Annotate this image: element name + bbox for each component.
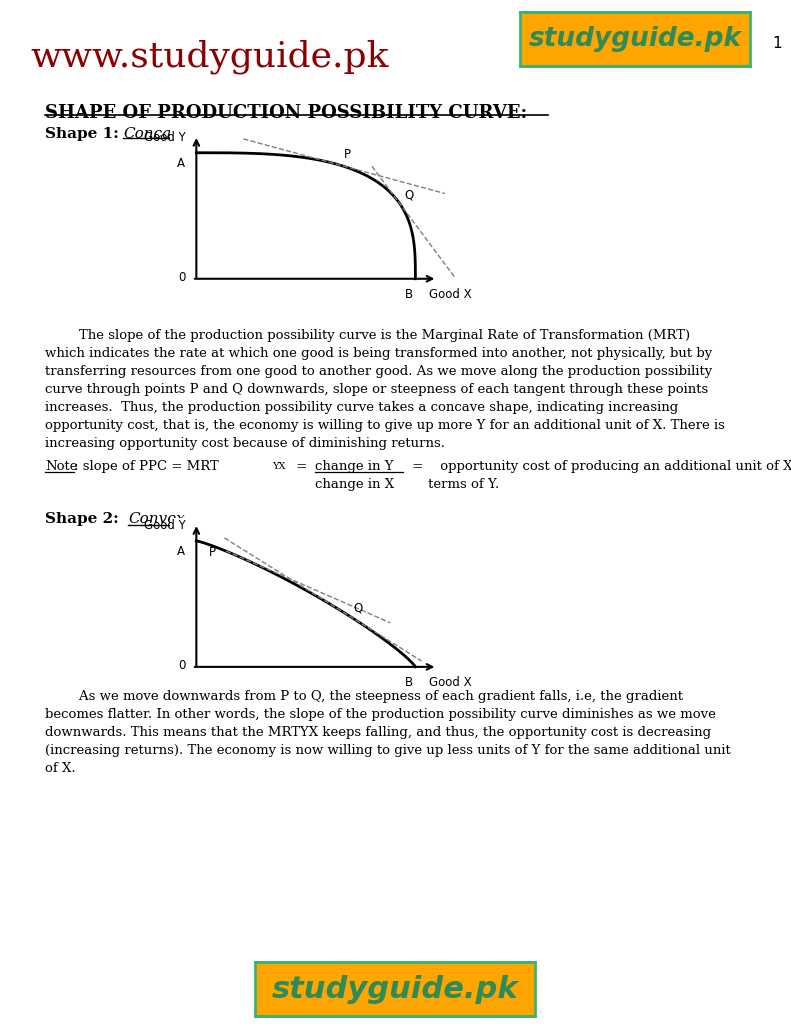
Text: Q: Q	[405, 189, 414, 202]
Bar	[520, 12, 750, 66]
Text: opportunity cost, that is, the economy is willing to give up more Y for an addit: opportunity cost, that is, the economy i…	[45, 419, 725, 432]
Text: transferring resources from one good to another good. As we move along the produ: transferring resources from one good to …	[45, 365, 712, 378]
Text: which indicates the rate at which one good is being transformed into another, no: which indicates the rate at which one go…	[45, 347, 712, 360]
Text: =    opportunity cost of producing an additional unit of X in: = opportunity cost of producing an addit…	[408, 460, 791, 473]
Text: 1: 1	[772, 36, 782, 51]
Text: Concave: Concave	[123, 127, 189, 141]
Text: curve through points P and Q downwards, slope or steepness of each tangent throu: curve through points P and Q downwards, …	[45, 383, 708, 396]
Text: Convex: Convex	[128, 512, 185, 526]
Text: =: =	[292, 460, 312, 473]
Text: Note: Note	[45, 460, 78, 473]
Text: increases.  Thus, the production possibility curve takes a concave shape, indica: increases. Thus, the production possibil…	[45, 401, 678, 414]
Text: 0: 0	[178, 659, 185, 672]
Text: downwards. This means that the MRTYX keeps falling, and thus, the opportunity co: downwards. This means that the MRTYX kee…	[45, 726, 711, 739]
Text: B: B	[405, 288, 413, 301]
Text: P: P	[209, 546, 215, 559]
Text: www.studyguide.pk: www.studyguide.pk	[30, 39, 388, 74]
Text: increasing opportunity cost because of diminishing returns.: increasing opportunity cost because of d…	[45, 437, 445, 450]
Text: SHAPE OF PRODUCTION POSSIBILITY CURVE:: SHAPE OF PRODUCTION POSSIBILITY CURVE:	[45, 104, 527, 122]
Text: YX: YX	[272, 462, 286, 471]
Text: Shape 1:: Shape 1:	[45, 127, 119, 141]
Text: A: A	[177, 157, 185, 170]
Text: of X.: of X.	[45, 762, 76, 775]
Text: Shape 2:: Shape 2:	[45, 512, 119, 526]
Text: B: B	[405, 676, 413, 689]
Text: A: A	[177, 545, 185, 558]
Text: (increasing returns). The economy is now willing to give up less units of Y for : (increasing returns). The economy is now…	[45, 744, 731, 757]
Text: studyguide.pk: studyguide.pk	[528, 26, 741, 52]
Text: Good Y: Good Y	[144, 519, 185, 532]
Text: : slope of PPC = MRT: : slope of PPC = MRT	[74, 460, 219, 473]
Text: Good X: Good X	[429, 288, 471, 301]
Text: becomes flatter. In other words, the slope of the production possibility curve d: becomes flatter. In other words, the slo…	[45, 708, 716, 721]
Text: studyguide.pk: studyguide.pk	[271, 975, 518, 1004]
Text: 0: 0	[178, 271, 185, 284]
Text: change in Y: change in Y	[315, 460, 393, 473]
Text: As we move downwards from P to Q, the steepness of each gradient falls, i.e, the: As we move downwards from P to Q, the st…	[45, 690, 683, 703]
Text: The slope of the production possibility curve is the Marginal Rate of Transforma: The slope of the production possibility …	[45, 329, 690, 342]
Text: Good Y: Good Y	[144, 131, 185, 144]
Bar	[255, 962, 535, 1016]
Text: Good X: Good X	[429, 676, 471, 689]
Text: Q: Q	[354, 602, 363, 614]
Text: change in X        terms of Y.: change in X terms of Y.	[315, 478, 499, 490]
Text: P: P	[344, 147, 351, 161]
